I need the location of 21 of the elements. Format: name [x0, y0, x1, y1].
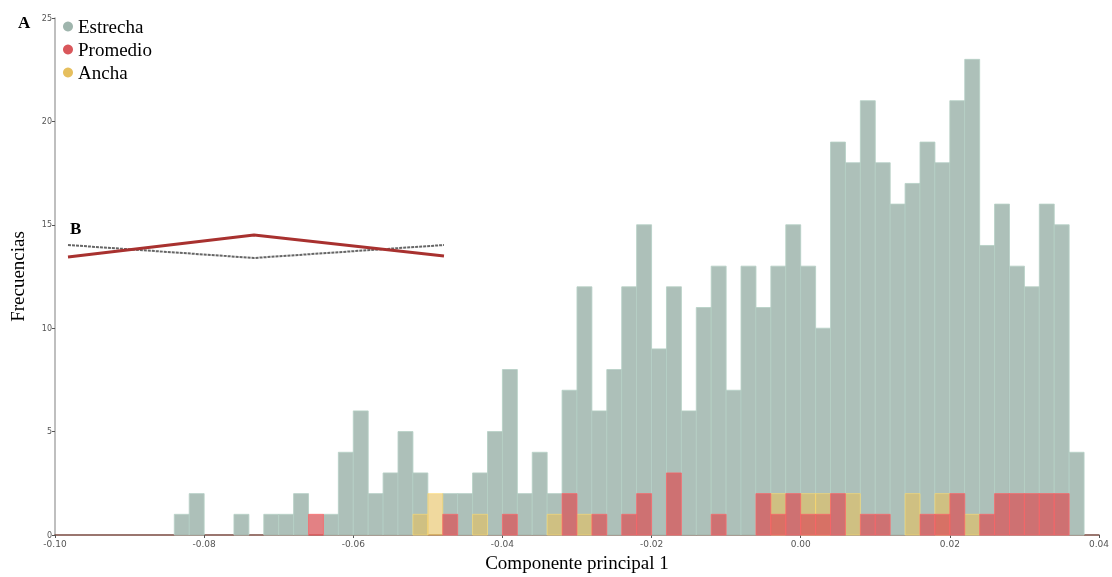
x-tick-label: 0.02 [939, 538, 960, 549]
x-tick-label: 0.00 [790, 538, 811, 549]
y-tick-label: 5 [46, 427, 52, 437]
y-tick-label: 25 [41, 13, 52, 23]
x-tick-label: -0.08 [192, 538, 217, 549]
y-tick-label: 0 [46, 530, 52, 540]
x-tick-label: 0.04 [1088, 538, 1110, 549]
y-tick-label: 20 [41, 116, 52, 126]
annotation: B [70, 219, 82, 238]
x-axis-title: Componente principal 1 [485, 552, 669, 573]
y-tick-label: 15 [41, 220, 52, 230]
y-tick-label: 10 [41, 323, 52, 333]
legend-label: Promedio [78, 39, 152, 60]
legend-label: Ancha [78, 62, 129, 83]
legend-label: Estrecha [78, 16, 144, 37]
x-tick-label: -0.04 [490, 538, 515, 549]
x-tick-label: -0.02 [639, 538, 664, 549]
x-tick-label: -0.10 [43, 538, 67, 549]
text: A [18, 13, 31, 32]
y-axis-title: Frecuencias [7, 231, 28, 322]
x-tick-label: -0.06 [341, 538, 366, 549]
